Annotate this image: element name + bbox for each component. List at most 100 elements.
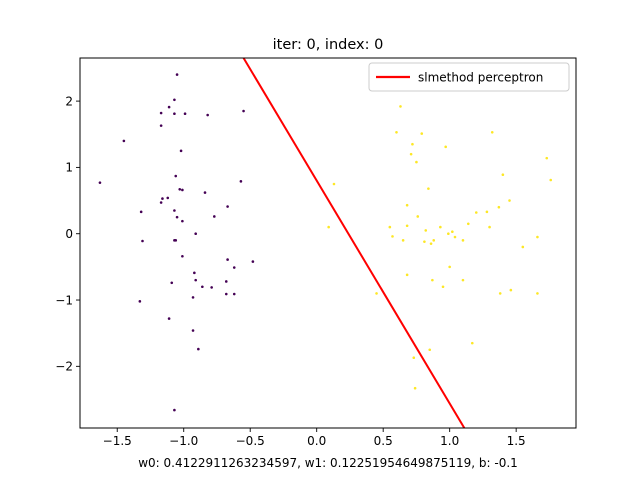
data-point-class-1 <box>423 240 426 243</box>
data-point-class-1 <box>549 178 553 182</box>
perceptron-line <box>242 57 466 429</box>
data-point-class-1 <box>453 235 457 239</box>
data-point-class-1 <box>391 235 394 238</box>
data-point-class-0 <box>98 181 102 184</box>
data-point-class-0 <box>161 197 164 200</box>
data-point-class-1 <box>332 182 336 186</box>
data-point-class-0 <box>173 209 176 212</box>
data-point-class-1 <box>508 199 511 202</box>
data-point-class-1 <box>498 292 502 295</box>
data-point-class-0 <box>138 300 142 303</box>
data-point-class-1 <box>461 278 465 282</box>
data-point-class-1 <box>488 225 491 229</box>
data-point-class-1 <box>395 130 398 134</box>
data-point-class-0 <box>203 191 207 194</box>
perceptron-line-group <box>242 57 466 429</box>
data-point-class-0 <box>166 196 170 200</box>
data-point-class-1 <box>474 211 478 214</box>
data-point-class-1 <box>444 145 447 149</box>
data-point-class-0 <box>167 317 171 320</box>
data-point-class-0 <box>159 111 163 115</box>
data-point-class-0 <box>191 296 195 299</box>
data-point-class-1 <box>388 225 392 229</box>
data-point-class-1 <box>466 222 470 226</box>
y-tick-label: 2 <box>65 94 73 108</box>
data-point-class-1 <box>375 292 378 295</box>
data-point-class-1 <box>424 229 428 232</box>
data-point-class-0 <box>181 219 184 223</box>
data-point-class-0 <box>226 205 229 208</box>
data-point-class-1 <box>432 239 436 242</box>
data-point-class-1 <box>441 285 445 289</box>
x-tick-label: 1.0 <box>440 434 459 448</box>
data-point-class-1 <box>497 205 501 209</box>
x-tick-label: −1.5 <box>103 434 132 448</box>
data-point-class-0 <box>194 232 197 236</box>
data-point-class-0 <box>232 292 236 296</box>
data-point-class-1 <box>461 239 465 242</box>
data-point-class-0 <box>173 98 176 102</box>
y-tick-label: 0 <box>65 227 73 241</box>
data-point-class-1 <box>411 142 414 146</box>
data-point-class-0 <box>183 112 187 115</box>
data-point-class-0 <box>174 174 178 178</box>
data-point-class-0 <box>197 347 200 351</box>
data-point-class-1 <box>409 152 413 156</box>
data-point-class-1 <box>485 210 489 214</box>
data-point-class-0 <box>242 109 245 113</box>
data-point-class-1 <box>428 348 432 352</box>
data-point-class-1 <box>431 278 434 282</box>
legend-box <box>368 62 570 92</box>
data-point-class-1 <box>501 173 505 176</box>
data-point-class-0 <box>173 112 176 115</box>
data-point-class-0 <box>139 210 143 214</box>
data-point-class-1 <box>405 203 409 207</box>
y-tick-label: 1 <box>65 161 73 175</box>
data-point-class-0 <box>181 188 184 192</box>
data-point-class-1 <box>405 224 409 228</box>
data-point-class-1 <box>451 230 454 234</box>
legend: slmethod perceptron <box>368 62 570 92</box>
data-point-class-0 <box>175 215 179 219</box>
plot-area <box>80 58 576 428</box>
data-point-class-0 <box>173 408 176 412</box>
data-point-class-1 <box>416 215 420 218</box>
x-tick-label: 0.0 <box>307 434 326 448</box>
data-point-class-0 <box>210 286 213 289</box>
scatter-points <box>98 73 553 412</box>
axes-frame <box>79 57 577 429</box>
data-point-class-0 <box>206 113 209 117</box>
data-point-class-0 <box>226 258 229 261</box>
data-point-class-0 <box>224 292 228 296</box>
data-point-class-0 <box>194 278 197 282</box>
data-point-class-0 <box>122 139 126 143</box>
data-point-class-1 <box>413 386 417 390</box>
data-point-class-1 <box>545 156 549 160</box>
y-axis: −2 −1 0 1 2 <box>55 94 80 374</box>
data-point-class-1 <box>509 288 513 292</box>
data-point-class-0 <box>213 215 216 218</box>
data-point-class-0 <box>193 271 196 275</box>
data-point-class-1 <box>399 105 402 108</box>
data-point-class-1 <box>536 235 539 239</box>
data-point-class-0 <box>159 124 163 127</box>
data-point-class-0 <box>175 73 179 76</box>
data-point-class-0 <box>178 187 182 191</box>
data-point-class-1 <box>415 160 418 164</box>
data-point-class-1 <box>401 239 405 242</box>
data-point-class-1 <box>327 225 330 229</box>
y-tick-label: −2 <box>55 360 73 374</box>
data-point-class-1 <box>448 265 451 269</box>
data-point-class-0 <box>167 105 171 109</box>
x-tick-label: −1.0 <box>169 434 198 448</box>
data-point-class-1 <box>447 232 450 236</box>
data-point-class-0 <box>191 329 195 332</box>
data-point-class-1 <box>521 245 525 249</box>
data-point-class-0 <box>170 281 174 285</box>
chart-title: iter: 0, index: 0 <box>273 37 384 53</box>
x-tick-label: 1.5 <box>507 434 526 448</box>
x-tick-label: 0.5 <box>374 434 393 448</box>
data-point-class-1 <box>439 225 442 229</box>
legend-label: slmethod perceptron <box>418 71 543 85</box>
